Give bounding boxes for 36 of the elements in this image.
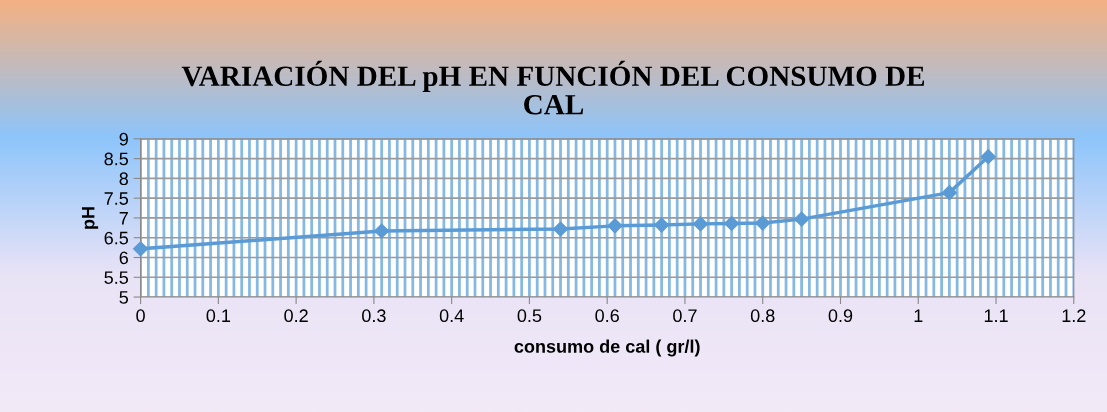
x-axis-title: consumo de cal ( gr/l) (514, 339, 700, 357)
y-tick-label: 6.5 (104, 231, 129, 245)
x-tick-label: 0.8 (750, 309, 775, 323)
y-tick-label: 8 (119, 172, 128, 186)
x-tick-label: 0.1 (206, 309, 231, 323)
x-tick-label: 0.7 (673, 309, 697, 323)
y-tick-label: 6 (119, 251, 128, 265)
x-tick-label: 1 (914, 309, 923, 322)
point (374, 223, 390, 239)
y-tick-label: 8.5 (104, 152, 129, 166)
x-tick-label: 0.5 (517, 309, 542, 323)
point (654, 217, 670, 233)
x-tick-label: 0.9 (828, 309, 853, 323)
x-tick-label: 0 (136, 309, 145, 323)
point (692, 216, 709, 232)
x-tick-label: 0.6 (595, 309, 619, 323)
y-axis-title: pH (81, 207, 99, 229)
point (724, 215, 740, 232)
point (980, 149, 996, 165)
x-tick-label: 1.2 (1062, 309, 1086, 322)
x-tick-label: 0.2 (284, 309, 308, 323)
point (794, 211, 810, 227)
y-tick-label: 7 (119, 212, 128, 225)
x-tick-label: 1.1 (984, 309, 1008, 322)
point (552, 221, 569, 237)
x-tick-label: 0.3 (362, 309, 386, 323)
point (133, 241, 149, 257)
y-tick-label: 5 (119, 291, 129, 304)
chart-title: VARIACIÓN DEL pH EN FUNCIÓN DEL CONSUMO DE CAL (181, 60, 925, 115)
point (755, 215, 771, 231)
y-tick-label: 7.5 (104, 192, 129, 205)
y-tick-label: 9 (119, 132, 128, 146)
y-tick-label: 5.5 (104, 271, 129, 284)
point (607, 218, 623, 234)
x-tick-label: 0.4 (439, 309, 464, 323)
point (941, 185, 957, 201)
